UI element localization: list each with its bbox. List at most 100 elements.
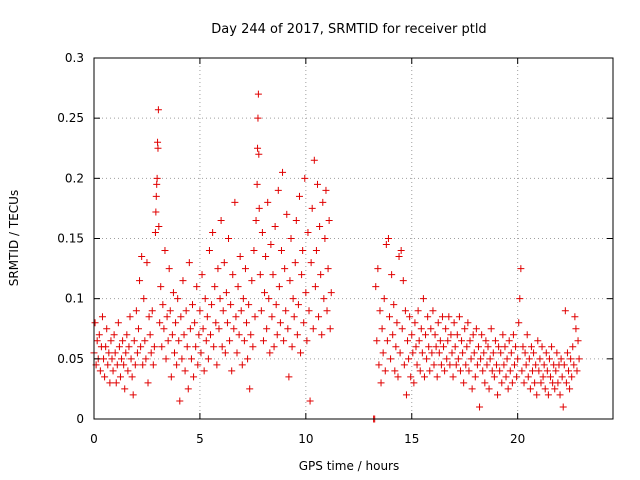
data-point: [505, 337, 513, 345]
data-point: [120, 361, 128, 369]
data-point: [306, 397, 314, 405]
data-point: [300, 319, 308, 327]
data-point: [268, 313, 276, 321]
data-point: [263, 325, 271, 333]
data-point: [461, 325, 469, 333]
data-point: [406, 313, 414, 321]
data-point: [211, 283, 219, 291]
data-point: [540, 361, 548, 369]
data-point: [419, 295, 427, 303]
data-point: [447, 331, 455, 339]
data-point: [228, 367, 236, 375]
data-point: [485, 385, 493, 393]
data-point: [396, 349, 404, 357]
data-point: [143, 259, 151, 267]
data-point: [324, 265, 332, 273]
data-point: [178, 355, 186, 363]
data-point: [269, 271, 277, 279]
data-point: [162, 355, 170, 363]
data-point: [232, 313, 240, 321]
data-point: [309, 325, 317, 333]
data-point: [414, 307, 422, 315]
data-point: [129, 391, 137, 399]
data-point: [104, 361, 112, 369]
data-point: [542, 349, 550, 357]
data-point: [254, 144, 262, 152]
data-point: [126, 313, 134, 321]
data-point: [573, 367, 581, 375]
data-point: [387, 355, 395, 363]
data-point: [134, 325, 142, 333]
axis-ticks: 0 0.05 0.1 0.15 0.2 0.25 0.3 0 5 10 15 20: [57, 51, 613, 446]
data-point: [526, 385, 534, 393]
data-point: [404, 337, 412, 345]
data-point: [191, 319, 199, 327]
data-point: [262, 253, 270, 261]
data-point: [487, 325, 495, 333]
data-point: [448, 349, 456, 357]
data-point: [253, 180, 261, 188]
data-point: [468, 385, 476, 393]
data-point: [159, 301, 167, 309]
data-point: [389, 331, 397, 339]
data-points: [90, 90, 583, 423]
data-point: [95, 331, 103, 339]
data-point: [401, 307, 409, 315]
data-point: [405, 355, 413, 363]
data-point: [131, 361, 139, 369]
data-point: [252, 216, 260, 224]
data-point: [227, 301, 235, 309]
data-point: [545, 355, 553, 363]
data-point: [146, 331, 154, 339]
data-point: [132, 307, 140, 315]
data-point: [157, 283, 165, 291]
x-tick-label: 10: [298, 432, 313, 446]
data-point: [391, 367, 399, 375]
data-point: [465, 367, 473, 375]
data-point: [435, 349, 443, 357]
data-point: [136, 277, 144, 285]
data-point: [112, 379, 120, 387]
data-point: [438, 313, 446, 321]
data-point: [308, 204, 316, 212]
data-point: [297, 349, 305, 357]
data-point: [130, 337, 138, 345]
data-point: [470, 349, 478, 357]
data-point: [303, 337, 311, 345]
data-point: [518, 367, 526, 375]
data-point: [152, 192, 160, 200]
data-point: [256, 271, 264, 279]
data-point: [534, 337, 542, 345]
data-point: [254, 90, 262, 98]
data-point: [393, 319, 401, 327]
data-point: [450, 319, 458, 327]
data-point: [189, 301, 197, 309]
data-point: [216, 295, 224, 303]
data-point: [194, 361, 202, 369]
data-point: [537, 379, 545, 387]
data-point: [197, 349, 205, 357]
data-point: [417, 325, 425, 333]
x-tick-label: 20: [510, 432, 525, 446]
data-point: [280, 337, 288, 345]
data-point: [291, 259, 299, 267]
y-tick-label: 0: [76, 412, 84, 426]
data-point: [510, 361, 518, 369]
data-point: [456, 367, 464, 375]
data-point: [394, 373, 402, 381]
data-point: [203, 313, 211, 321]
data-point: [168, 331, 176, 339]
data-point: [93, 337, 101, 345]
data-point: [498, 379, 506, 387]
data-point: [209, 228, 217, 236]
data-point: [154, 138, 162, 146]
data-point: [139, 361, 147, 369]
data-point: [156, 319, 164, 327]
data-point: [103, 325, 111, 333]
data-point: [416, 367, 424, 375]
data-point: [514, 355, 522, 363]
data-point: [179, 277, 187, 285]
data-point: [138, 253, 146, 261]
data-point: [467, 355, 475, 363]
data-point: [151, 228, 159, 236]
